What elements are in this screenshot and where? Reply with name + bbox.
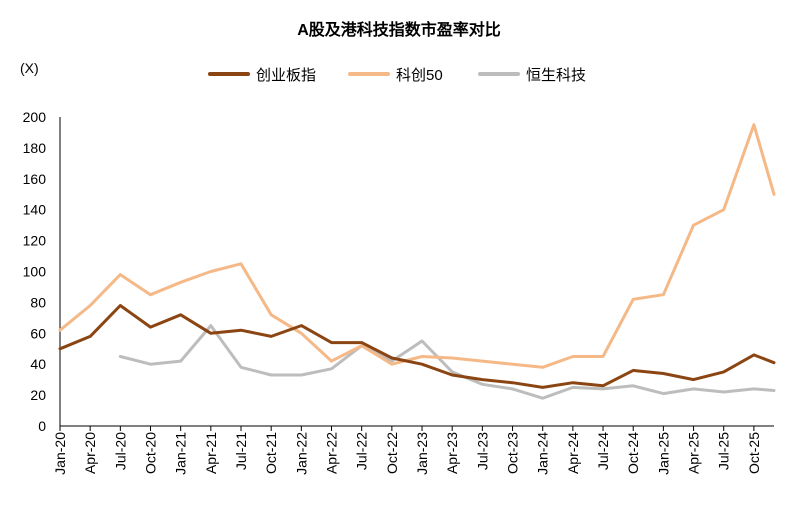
x-tick-label: Jan-25 [655, 432, 671, 475]
chart-title: A股及港科技指数市盈率对比 [297, 20, 501, 39]
y-tick-label: 120 [23, 233, 47, 249]
x-tick-label: Jul-24 [595, 432, 611, 470]
series-line-2 [118, 324, 776, 400]
y-tick-label: 180 [23, 140, 47, 156]
x-tick-label: Oct-23 [505, 432, 521, 474]
x-tick-label: Jul-25 [716, 432, 732, 470]
y-axis: 0 20 40 60 80 100 120 140 160 180 200 [23, 109, 61, 434]
x-tick-label: Apr-20 [82, 432, 98, 474]
x-tick-label: Jan-21 [173, 432, 189, 475]
y-tick-label: 20 [30, 387, 46, 403]
y-axis-unit: (X) [20, 60, 39, 76]
y-tick-label: 200 [23, 109, 47, 125]
y-tick-label: 60 [30, 325, 46, 341]
legend-label-1: 科创50 [396, 67, 443, 84]
x-tick-label: Oct-20 [143, 432, 159, 474]
y-tick-label: 100 [23, 264, 47, 280]
legend-label-2: 恒生科技 [526, 67, 586, 84]
x-tick-label: Jan-24 [535, 432, 551, 475]
x-tick-label: Oct-21 [263, 432, 279, 474]
x-tick-label: Oct-24 [625, 432, 641, 474]
x-tick-label: Apr-23 [444, 432, 460, 474]
y-tick-label: 140 [23, 202, 47, 218]
legend: 创业板指 科创50 恒生科技 [208, 66, 586, 84]
y-tick-label: 80 [30, 294, 46, 310]
x-tick-label: Jul-21 [233, 432, 249, 470]
x-tick-label: Jul-23 [474, 432, 490, 470]
x-tick-label: Apr-24 [565, 432, 581, 474]
x-tick-label: Jan-23 [414, 432, 430, 475]
legend-label-0: 创业板指 [256, 66, 316, 84]
x-tick-label: Apr-25 [686, 432, 702, 474]
plot-lines [58, 123, 776, 400]
x-axis: Jan-20 Apr-20 Jul-20 Oct-20 Jan-21 Apr-21 Jul-… [52, 425, 774, 475]
y-tick-label: 160 [23, 171, 47, 187]
x-tick-label: Oct-22 [384, 432, 400, 474]
series-line-0 [58, 304, 776, 389]
x-tick-label: Jul-22 [354, 432, 370, 470]
x-tick-label: Apr-21 [203, 432, 219, 474]
x-tick-label: Jan-20 [52, 432, 68, 475]
series-line-1 [58, 123, 776, 369]
x-tick-label: Jan-22 [293, 432, 309, 475]
x-tick-label: Apr-22 [324, 432, 340, 474]
x-tick-label: Oct-25 [746, 432, 762, 474]
y-tick-label: 0 [38, 418, 46, 434]
y-tick-label: 40 [30, 356, 46, 372]
x-tick-label: Jul-20 [112, 432, 128, 470]
